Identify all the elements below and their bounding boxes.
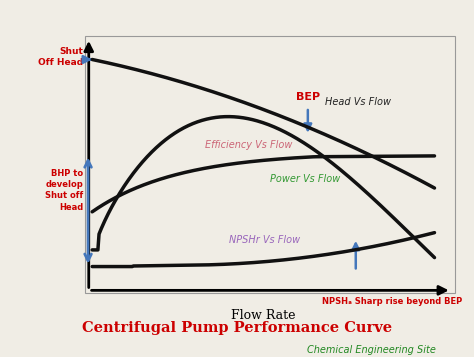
Text: Flow Rate: Flow Rate	[231, 310, 296, 322]
Text: Shut
Off Head: Shut Off Head	[38, 47, 83, 67]
Text: Head Vs Flow: Head Vs Flow	[325, 97, 391, 107]
Text: BEP: BEP	[296, 92, 320, 102]
Text: NPSHₐ Sharp rise beyond BEP: NPSHₐ Sharp rise beyond BEP	[321, 297, 462, 307]
Text: Chemical Engineering Site: Chemical Engineering Site	[307, 346, 436, 356]
Text: BHP to
develop
Shut off
Head: BHP to develop Shut off Head	[46, 169, 83, 212]
Text: NPSHr Vs Flow: NPSHr Vs Flow	[229, 235, 300, 245]
Text: Centrifugal Pump Performance Curve: Centrifugal Pump Performance Curve	[82, 321, 392, 335]
Text: Power Vs Flow: Power Vs Flow	[270, 174, 340, 183]
Text: Efficiency Vs Flow: Efficiency Vs Flow	[205, 140, 292, 150]
